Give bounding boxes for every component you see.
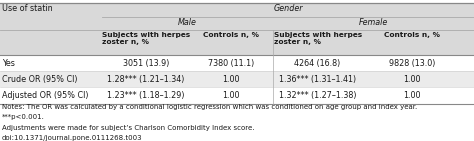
Text: Controls n, %: Controls n, %	[384, 32, 440, 38]
Text: 1.36*** (1.31–1.41): 1.36*** (1.31–1.41)	[279, 75, 356, 84]
Text: Yes: Yes	[2, 59, 15, 68]
Text: doi:10.1371/journal.pone.0111268.t003: doi:10.1371/journal.pone.0111268.t003	[2, 135, 143, 141]
Bar	[0, 55, 474, 71]
Text: Gender: Gender	[273, 4, 303, 13]
Text: 9828 (13.0): 9828 (13.0)	[389, 59, 436, 68]
Bar	[0, 3, 474, 17]
Text: 1.28*** (1.21–1.34): 1.28*** (1.21–1.34)	[107, 75, 184, 84]
Text: Notes: The OR was calculated by a conditional logistic regression which was cond: Notes: The OR was calculated by a condit…	[2, 104, 417, 110]
Text: 1.32*** (1.27–1.38): 1.32*** (1.27–1.38)	[279, 91, 356, 100]
Text: 1.00: 1.00	[404, 75, 421, 84]
Text: 4264 (16.8): 4264 (16.8)	[294, 59, 341, 68]
Text: Adjusted OR (95% CI): Adjusted OR (95% CI)	[2, 91, 88, 100]
Bar	[0, 87, 474, 104]
Text: Subjects with herpes
zoster n, %: Subjects with herpes zoster n, %	[273, 32, 362, 45]
Bar	[0, 71, 474, 87]
Bar	[0, 30, 474, 55]
Text: Adjustments were made for subject’s Charlson Comorbidity Index score.: Adjustments were made for subject’s Char…	[2, 125, 255, 131]
Text: Controls n, %: Controls n, %	[203, 32, 259, 38]
Text: ***p<0.001.: ***p<0.001.	[2, 114, 45, 121]
Text: Female: Female	[359, 18, 388, 27]
Text: 1.00: 1.00	[222, 91, 240, 100]
Text: 1.00: 1.00	[404, 91, 421, 100]
Text: Use of statin: Use of statin	[2, 4, 53, 13]
Text: 1.23*** (1.18–1.29): 1.23*** (1.18–1.29)	[107, 91, 184, 100]
Text: 7380 (11.1): 7380 (11.1)	[208, 59, 254, 68]
Text: 3051 (13.9): 3051 (13.9)	[123, 59, 169, 68]
Bar	[0, 17, 474, 30]
Text: 1.00: 1.00	[222, 75, 240, 84]
Text: Crude OR (95% CI): Crude OR (95% CI)	[2, 75, 77, 84]
Text: Male: Male	[178, 18, 197, 27]
Text: Subjects with herpes
zoster n, %: Subjects with herpes zoster n, %	[102, 32, 190, 45]
